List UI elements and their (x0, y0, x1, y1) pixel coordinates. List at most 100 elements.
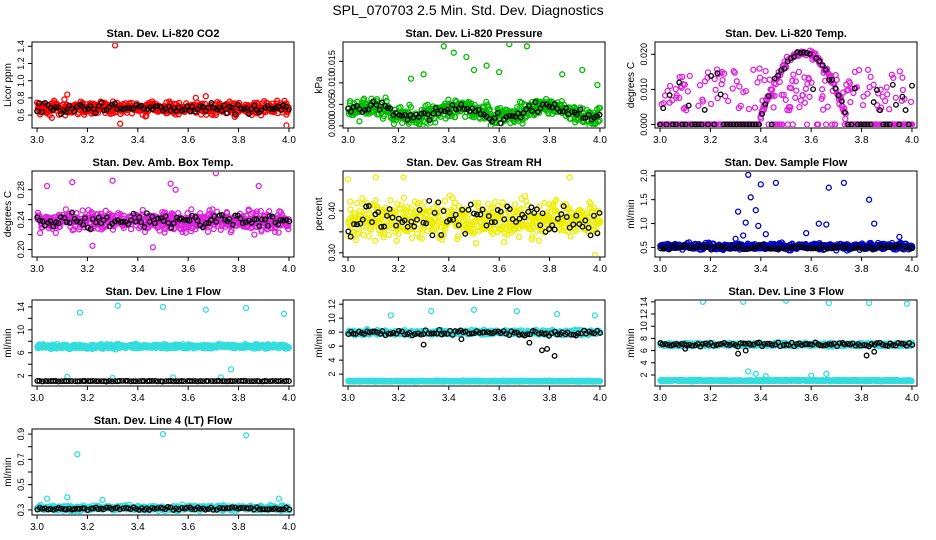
data-point (352, 236, 359, 244)
data-point (218, 107, 225, 114)
data-point (192, 94, 199, 102)
x-tick-label: 3.0 (30, 264, 44, 275)
data-point (179, 228, 186, 236)
data-point (845, 244, 852, 251)
data-point (679, 73, 686, 81)
data-point (175, 104, 182, 111)
data-point (36, 217, 43, 224)
data-point (821, 246, 828, 253)
data-point (149, 378, 156, 384)
x-tick-label: 3.0 (30, 393, 44, 404)
data-point (478, 226, 485, 233)
data-point (440, 43, 447, 50)
data-point (48, 114, 56, 121)
data-point (506, 43, 513, 48)
data-point (132, 218, 139, 225)
data-point (395, 230, 402, 238)
data-point (360, 231, 367, 238)
data-point (475, 205, 483, 212)
data-point (277, 209, 285, 216)
data-point (500, 239, 508, 246)
data-point (218, 212, 225, 218)
data-point (445, 96, 452, 103)
data-point (369, 219, 375, 226)
data-point (859, 101, 867, 109)
y-tick-label: 0.000 (639, 113, 649, 136)
data-point (489, 230, 496, 238)
data-point (878, 104, 885, 111)
data-point (766, 76, 773, 83)
data-point (262, 216, 268, 223)
data-point (749, 244, 756, 251)
data-point (517, 114, 524, 121)
data-point (452, 211, 459, 218)
data-point (367, 102, 374, 109)
data-point (855, 66, 863, 74)
data-point (516, 215, 523, 222)
data-point (804, 244, 811, 251)
data-point (275, 378, 282, 385)
data-point (221, 378, 228, 385)
data-point (567, 233, 574, 240)
data-point (757, 181, 764, 188)
x-tick-label: 3.8 (543, 393, 557, 404)
data-point (559, 108, 566, 115)
data-point (471, 210, 477, 217)
data-point (899, 74, 906, 81)
data-point (880, 121, 887, 127)
data-point (160, 217, 167, 224)
data-point (819, 93, 826, 100)
data-point (791, 54, 797, 60)
data-point (846, 79, 854, 87)
data-point (285, 343, 292, 351)
data-point (747, 194, 754, 201)
data-point (242, 219, 249, 226)
data-point (347, 233, 354, 240)
data-point (161, 209, 169, 216)
data-point (530, 223, 537, 230)
data-point (829, 121, 836, 127)
data-point (485, 213, 492, 220)
data-point (695, 121, 702, 127)
data-point (245, 378, 252, 385)
x-tick-label: 3.4 (442, 264, 456, 275)
data-point (68, 378, 75, 385)
y-tick-label: 0.000 (327, 115, 337, 138)
data-point (101, 107, 107, 114)
data-point (393, 237, 400, 245)
data-point (82, 215, 88, 222)
data-point (824, 245, 831, 252)
data-point (569, 108, 575, 115)
data-point (768, 86, 776, 93)
data-point (666, 246, 673, 253)
data-point (737, 102, 744, 110)
data-point (714, 70, 721, 77)
data-point (139, 378, 145, 385)
data-point (165, 219, 172, 226)
data-point (725, 97, 732, 105)
data-point (861, 121, 868, 127)
data-point (159, 378, 166, 385)
data-point (146, 378, 153, 384)
data-point (269, 213, 276, 220)
data-point (173, 108, 180, 115)
data-point (283, 377, 290, 384)
data-point (515, 233, 523, 240)
data-point (399, 112, 405, 119)
data-point (815, 220, 822, 227)
y-tick-label: 8 (327, 330, 337, 335)
data-point (695, 102, 702, 109)
x-tick-label: 3.0 (30, 135, 44, 146)
data-point (736, 121, 743, 127)
data-point (807, 245, 814, 252)
data-point (867, 121, 874, 127)
data-point (149, 244, 157, 251)
data-point (730, 121, 737, 127)
data-point (261, 378, 268, 384)
data-point (242, 378, 249, 384)
data-point (867, 73, 874, 81)
data-point (768, 121, 775, 127)
data-point (426, 117, 433, 123)
